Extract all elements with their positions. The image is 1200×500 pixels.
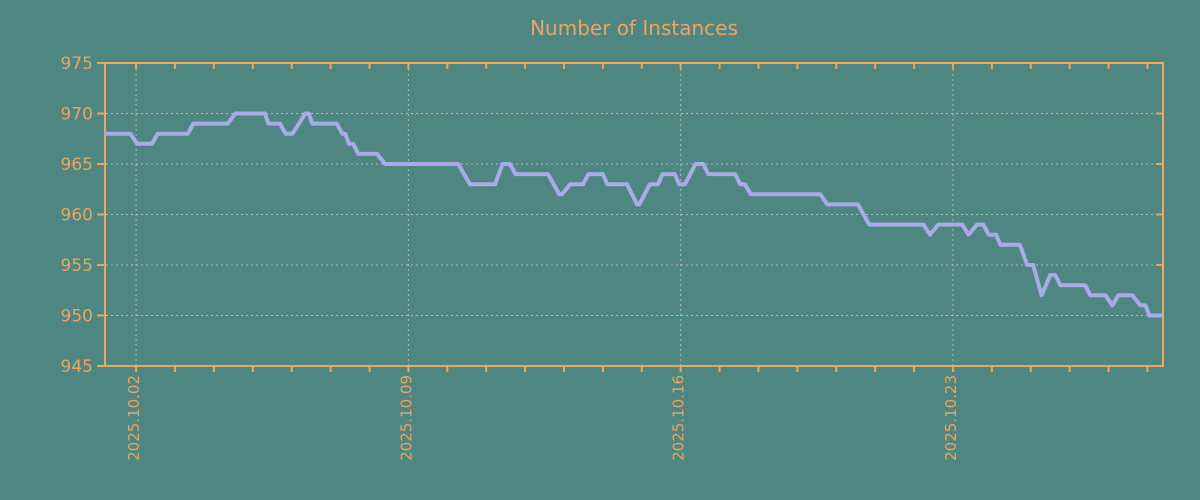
y-tick-label: 970 xyxy=(61,105,93,125)
y-tick-label: 945 xyxy=(61,357,93,377)
x-tick-label: 2025.10.02 xyxy=(125,375,143,461)
x-tick-label: 2025.10.09 xyxy=(397,375,415,461)
y-gridlines xyxy=(106,113,1162,316)
x-tick-label: 2025.10.23 xyxy=(942,375,960,461)
series-line xyxy=(105,111,1163,318)
y-tick-label: 975 xyxy=(61,54,93,74)
series-instances xyxy=(105,111,1163,318)
y-tick-label: 955 xyxy=(61,256,93,276)
x-tick-labels: 2025.10.02 2025.10.09 2025.10.16 2025.10.23 xyxy=(125,375,960,461)
y-tick-label: 950 xyxy=(61,307,93,327)
y-tick-label: 960 xyxy=(61,206,93,226)
plot-border xyxy=(104,62,1164,367)
y-tick-label: 965 xyxy=(61,155,93,175)
x-gridlines xyxy=(135,64,954,365)
y-tick-labels: 945 950 955 960 965 970 975 xyxy=(61,54,93,377)
chart-title: Number of Instances xyxy=(530,16,738,40)
axis-ticks xyxy=(97,62,1162,372)
x-tick-label: 2025.10.16 xyxy=(670,375,688,461)
